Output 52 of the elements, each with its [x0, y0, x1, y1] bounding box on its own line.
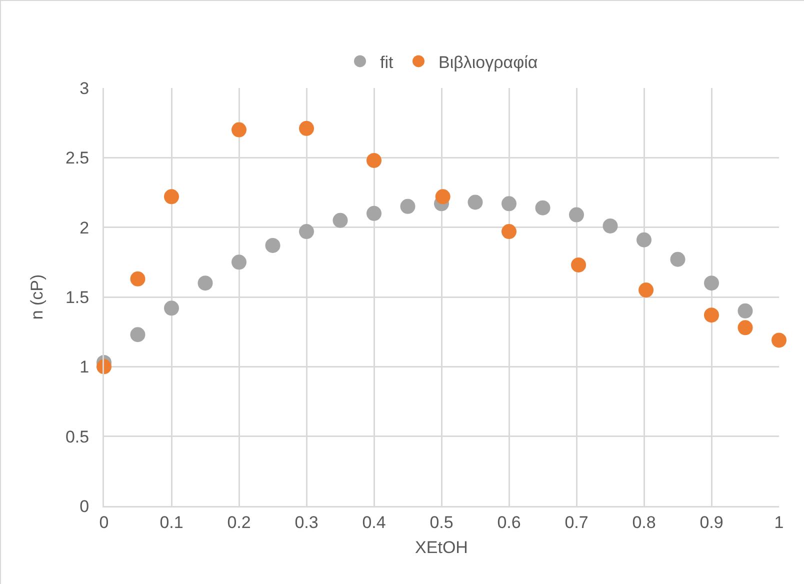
point [332, 212, 348, 228]
point [636, 232, 652, 248]
point [198, 276, 213, 291]
y-tick-label: 2 [80, 218, 90, 238]
y-axis-title: n (cP) [27, 274, 46, 320]
y-tick-label: 0 [80, 496, 90, 516]
y-tick-label: 2.5 [65, 148, 90, 168]
y-tick-label: 3 [80, 78, 90, 98]
x-tick-label: 0.4 [362, 512, 386, 532]
point [400, 198, 416, 214]
point [670, 252, 686, 267]
legend-label: fit [380, 52, 394, 72]
point [130, 327, 146, 342]
point [232, 254, 246, 270]
x-tick-label: 0.1 [160, 512, 184, 532]
point [602, 218, 618, 234]
x-tick-label: 0 [99, 512, 109, 532]
point [366, 152, 382, 168]
point [704, 276, 719, 291]
x-tick-label: 1 [774, 512, 784, 532]
point [299, 120, 314, 136]
point [468, 194, 483, 210]
point [535, 200, 550, 216]
point [435, 189, 450, 204]
x-tick-label: 0.5 [430, 512, 454, 532]
point [164, 300, 179, 316]
point [738, 303, 753, 318]
point [232, 122, 246, 138]
y-tick-label: 1 [80, 358, 90, 377]
point [164, 189, 179, 204]
legend-label: Βιβλιογραφία [438, 52, 538, 72]
point [502, 196, 516, 212]
point [772, 332, 786, 348]
x-tick-label: 0.8 [632, 512, 656, 532]
point [130, 271, 146, 286]
point [366, 206, 382, 221]
y-tick-label: 1.5 [65, 288, 90, 307]
point [704, 308, 719, 323]
point [502, 224, 516, 240]
x-tick-label: 0.7 [564, 512, 588, 532]
x-tick-label: 0.2 [227, 512, 251, 532]
x-tick-label: 0.9 [700, 512, 724, 532]
point [738, 320, 753, 336]
y-tick-label: 0.5 [65, 427, 90, 446]
point [265, 238, 280, 253]
point [299, 224, 314, 240]
x-tick-label: 0.6 [497, 512, 521, 532]
point [638, 282, 654, 298]
x-axis-title: XEtOH [415, 538, 468, 558]
x-tick-label: 0.3 [294, 512, 318, 532]
point [571, 257, 586, 272]
point [569, 207, 584, 222]
